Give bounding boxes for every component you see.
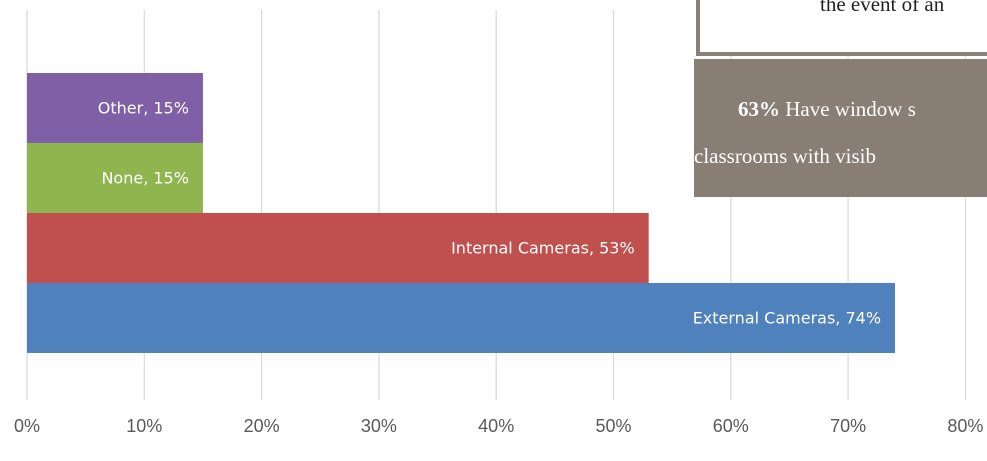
callout-stat-text: Have window s	[785, 97, 916, 121]
bar	[27, 283, 896, 353]
bar-data-label: Other, 15%	[98, 99, 189, 118]
x-tick-label: 50%	[595, 416, 631, 436]
bar-data-label: External Cameras, 74%	[693, 309, 881, 328]
x-tick-label: 30%	[361, 416, 397, 436]
bar-data-label: Internal Cameras, 53%	[451, 239, 635, 258]
callout-stat-line2: classrooms with visib	[694, 144, 876, 168]
callout-stat-value: 63%	[738, 97, 780, 121]
bar	[27, 213, 649, 283]
x-axis-ticks: 0% 10% 20% 30% 40% 50% 60% 70% 80%	[14, 416, 983, 436]
bar-data-label: None, 15%	[101, 169, 188, 188]
callout-box-top: the event of an	[696, 0, 987, 56]
callout-box-stat: 63% Have window s classrooms with visib	[694, 59, 987, 197]
x-tick-label: 70%	[830, 416, 866, 436]
callout-stat-line1: 63% Have window s	[738, 97, 916, 122]
x-tick-label: 80%	[947, 416, 983, 436]
x-tick-label: 20%	[244, 416, 280, 436]
x-tick-label: 40%	[478, 416, 514, 436]
bars: Other, 15% None, 15% Internal Cameras, 53%…	[27, 73, 896, 353]
x-tick-label: 0%	[14, 416, 40, 436]
bar	[27, 73, 203, 143]
x-tick-label: 60%	[713, 416, 749, 436]
callout-top-text: the event of an	[820, 0, 945, 16]
bar	[27, 143, 203, 213]
x-tick-label: 10%	[126, 416, 162, 436]
